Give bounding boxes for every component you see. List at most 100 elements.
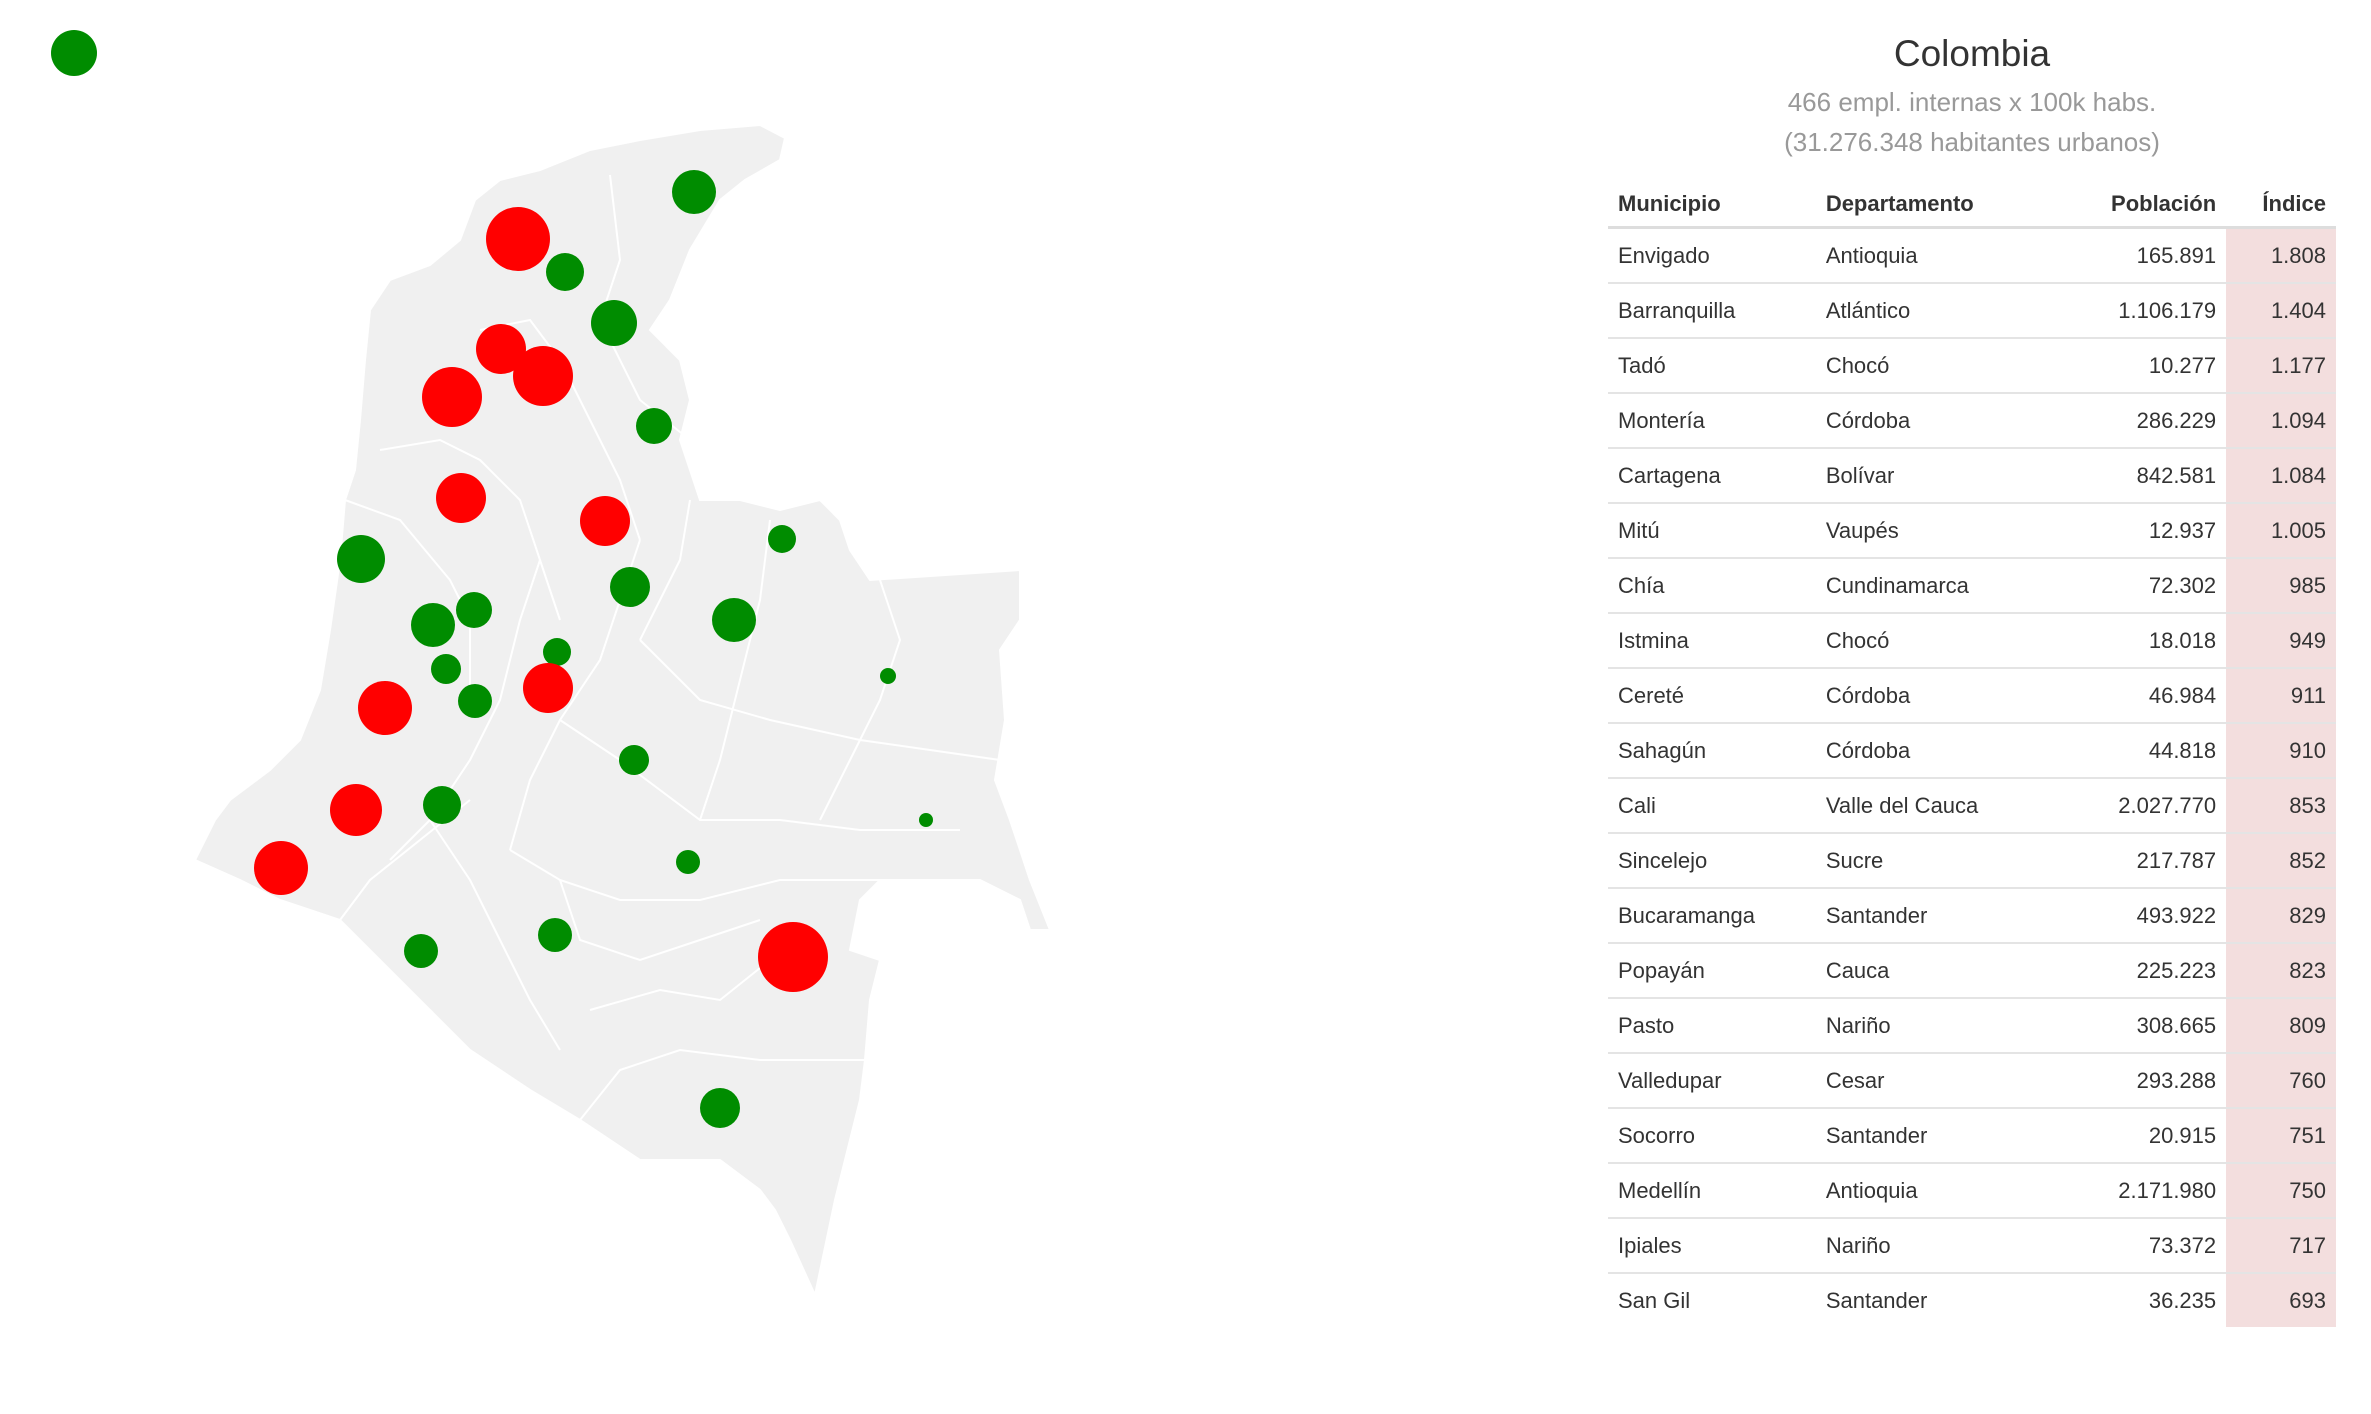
cell-indice: 910 <box>2226 723 2336 779</box>
cell-indice: 717 <box>2226 1218 2336 1274</box>
table-row[interactable]: Cali Valle del Cauca 2.027.770 853 <box>1608 778 2336 834</box>
table-row[interactable]: Cereté Córdoba 46.984 911 <box>1608 668 2336 724</box>
cell-poblacion: 44.818 <box>2059 723 2227 779</box>
cell-poblacion: 217.787 <box>2059 833 2227 889</box>
cell-departamento: Santander <box>1815 1108 2060 1164</box>
header-departamento[interactable]: Departamento <box>1815 182 2060 229</box>
cell-poblacion: 2.027.770 <box>2059 778 2227 834</box>
city-marker-high[interactable] <box>436 473 486 523</box>
city-marker-low[interactable] <box>610 567 650 607</box>
cell-poblacion: 72.302 <box>2059 558 2227 614</box>
city-marker-high[interactable] <box>513 346 573 406</box>
cell-departamento: Valle del Cauca <box>1815 778 2060 834</box>
city-marker-low[interactable] <box>768 525 796 553</box>
cell-departamento: Nariño <box>1815 1218 2060 1274</box>
cell-departamento: Sucre <box>1815 833 2060 889</box>
table-row[interactable]: Envigado Antioquia 165.891 1.808 <box>1608 227 2336 284</box>
table-row[interactable]: San Gil Santander 36.235 693 <box>1608 1273 2336 1327</box>
cell-indice: 911 <box>2226 668 2336 724</box>
header-poblacion[interactable]: Población <box>2059 182 2227 229</box>
panel-subtitle-population: (31.276.348 habitantes urbanos) <box>1784 127 2160 157</box>
table-row[interactable]: Sahagún Córdoba 44.818 910 <box>1608 723 2336 779</box>
table-row[interactable]: Tadó Chocó 10.277 1.177 <box>1608 338 2336 394</box>
city-marker-low[interactable] <box>700 1088 740 1128</box>
cell-poblacion: 18.018 <box>2059 613 2227 669</box>
cell-indice: 809 <box>2226 998 2336 1054</box>
city-marker-low[interactable] <box>543 638 571 666</box>
header-municipio[interactable]: Municipio <box>1608 182 1816 229</box>
city-marker-low[interactable] <box>411 603 455 647</box>
cell-departamento: Córdoba <box>1815 393 2060 449</box>
city-marker-low[interactable] <box>546 253 584 291</box>
cell-indice: 985 <box>2226 558 2336 614</box>
city-marker-high[interactable] <box>523 663 573 713</box>
table-row[interactable]: Chía Cundinamarca 72.302 985 <box>1608 558 2336 614</box>
cell-municipio: Sincelejo <box>1608 833 1816 889</box>
ranking-table: Municipio Departamento Población Índice … <box>1608 182 2336 1327</box>
table-row[interactable]: Istmina Chocó 18.018 949 <box>1608 613 2336 669</box>
city-marker-high[interactable] <box>422 367 482 427</box>
cell-departamento: Chocó <box>1815 613 2060 669</box>
department-borders <box>339 174 1001 1121</box>
cell-indice: 1.404 <box>2226 283 2336 339</box>
city-marker-high[interactable] <box>580 496 630 546</box>
cell-municipio: Barranquilla <box>1608 283 1816 339</box>
city-marker-high[interactable] <box>358 681 412 735</box>
table-row[interactable]: Barranquilla Atlántico 1.106.179 1.404 <box>1608 283 2336 339</box>
table-row[interactable]: Medellín Antioquia 2.171.980 750 <box>1608 1163 2336 1219</box>
cell-poblacion: 73.372 <box>2059 1218 2227 1274</box>
city-marker-low[interactable] <box>431 654 461 684</box>
city-marker-low[interactable] <box>538 918 572 952</box>
cell-municipio: Cereté <box>1608 668 1816 724</box>
city-marker-low[interactable] <box>423 786 461 824</box>
table-row[interactable]: Ipiales Nariño 73.372 717 <box>1608 1218 2336 1274</box>
city-marker-low[interactable] <box>636 408 672 444</box>
city-marker-low[interactable] <box>404 934 438 968</box>
city-marker-low[interactable] <box>676 850 700 874</box>
city-marker-low[interactable] <box>880 668 896 684</box>
city-marker-high[interactable] <box>254 841 308 895</box>
table-row[interactable]: Pasto Nariño 308.665 809 <box>1608 998 2336 1054</box>
panel-subtitle-rate: 466 empl. internas x 100k habs. <box>1787 87 2157 117</box>
cell-poblacion: 12.937 <box>2059 503 2227 559</box>
city-marker-high[interactable] <box>486 207 550 271</box>
city-marker-high[interactable] <box>476 324 526 374</box>
cell-poblacion: 2.171.980 <box>2059 1163 2227 1219</box>
cell-departamento: Nariño <box>1815 998 2060 1054</box>
cell-indice: 760 <box>2226 1053 2336 1109</box>
city-marker-low[interactable] <box>456 592 492 628</box>
table-row[interactable]: Bucaramanga Santander 493.922 829 <box>1608 888 2336 944</box>
cell-indice: 1.005 <box>2226 503 2336 559</box>
cell-indice: 1.177 <box>2226 338 2336 394</box>
city-marker-low[interactable] <box>458 684 492 718</box>
colombia-map[interactable] <box>0 0 1100 1414</box>
city-marker-low[interactable] <box>619 745 649 775</box>
table-row[interactable]: Popayán Cauca 225.223 823 <box>1608 943 2336 999</box>
cell-municipio: Popayán <box>1608 943 1816 999</box>
city-marker-low[interactable] <box>712 598 756 642</box>
cell-indice: 1.084 <box>2226 448 2336 504</box>
city-marker-low[interactable] <box>337 535 385 583</box>
header-indice[interactable]: Índice <box>2226 182 2336 229</box>
table-row[interactable]: Mitú Vaupés 12.937 1.005 <box>1608 503 2336 559</box>
cell-departamento: Cundinamarca <box>1815 558 2060 614</box>
city-marker-high[interactable] <box>330 784 382 836</box>
table-row[interactable]: Valledupar Cesar 293.288 760 <box>1608 1053 2336 1109</box>
city-marker-high[interactable] <box>758 922 828 992</box>
cell-indice: 693 <box>2226 1273 2336 1327</box>
city-marker-low[interactable] <box>591 300 637 346</box>
cell-indice: 1.094 <box>2226 393 2336 449</box>
cell-poblacion: 1.106.179 <box>2059 283 2227 339</box>
cell-municipio: Cali <box>1608 778 1816 834</box>
table-row[interactable]: Sincelejo Sucre 217.787 852 <box>1608 833 2336 889</box>
cell-departamento: Córdoba <box>1815 723 2060 779</box>
panel-title: Colombia <box>1893 33 2051 74</box>
cell-indice: 823 <box>2226 943 2336 999</box>
cell-municipio: Valledupar <box>1608 1053 1816 1109</box>
cell-departamento: Antioquia <box>1815 227 2060 284</box>
table-row[interactable]: Cartagena Bolívar 842.581 1.084 <box>1608 448 2336 504</box>
table-row[interactable]: Montería Córdoba 286.229 1.094 <box>1608 393 2336 449</box>
table-row[interactable]: Socorro Santander 20.915 751 <box>1608 1108 2336 1164</box>
city-marker-low[interactable] <box>919 813 933 827</box>
city-marker-low[interactable] <box>672 170 716 214</box>
